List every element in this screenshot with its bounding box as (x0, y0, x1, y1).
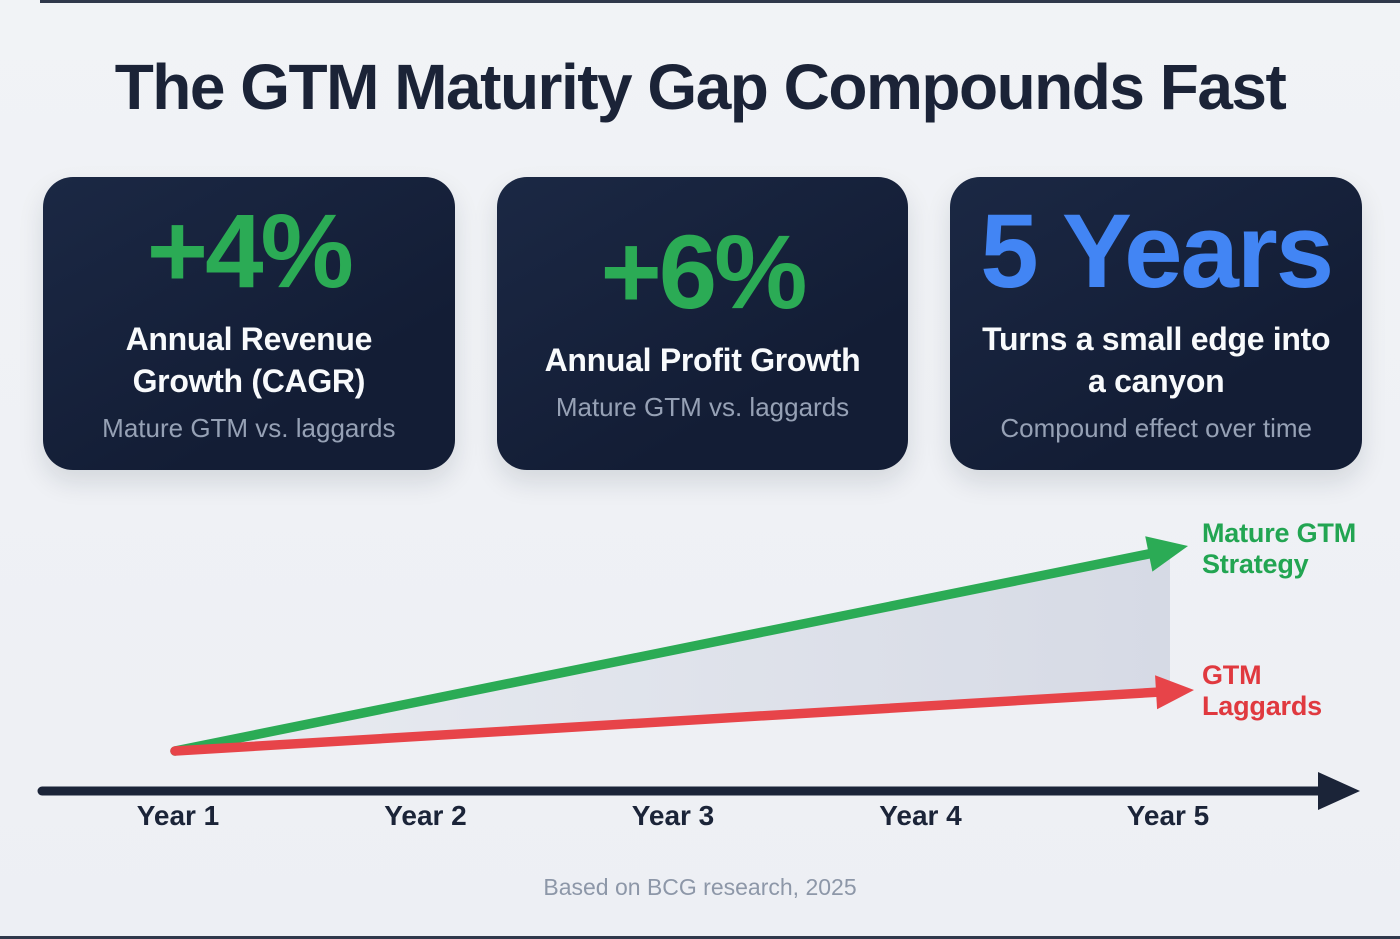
series-label-mature-gtm: Mature GTM Strategy (1202, 518, 1357, 580)
stat-cards-row: +4% Annual Revenue Growth (CAGR) Mature … (43, 177, 1363, 470)
stat-subtitle: Mature GTM vs. laggards (555, 392, 850, 423)
axis-tick-label: Year 3 (631, 800, 715, 831)
stat-subtitle: Compound effect over time (1000, 413, 1313, 444)
source-note: Based on BCG research, 2025 (543, 874, 857, 900)
stat-title: Annual Revenue Growth (CAGR) (125, 320, 373, 399)
page-title: The GTM Maturity Gap Compounds Fast (114, 51, 1287, 123)
x-axis-arrowhead (1318, 772, 1360, 810)
mature-gtm-line (170, 549, 1154, 756)
gtm-laggards-line (170, 687, 1161, 756)
top-edge-line (40, 0, 1400, 3)
stat-value: +6% (600, 213, 807, 331)
stat-subtitle: Mature GTM vs. laggards (102, 413, 396, 444)
axis-tick-label: Year 2 (384, 800, 467, 831)
bottom-edge-line (0, 936, 1400, 939)
stat-title: Annual Profit Growth (544, 341, 861, 378)
stat-value: +4% (146, 192, 354, 310)
stat-card-profit-growth: +6% Annual Profit Growth Mature GTM vs. … (496, 177, 909, 470)
series-label-gtm-laggards: GTM Laggards (1202, 660, 1322, 722)
stat-title: Turns a small edge into a canyon (982, 320, 1331, 399)
axis-tick-label: Year 5 (1126, 800, 1210, 831)
axis-tick-label: Year 1 (136, 800, 220, 831)
stat-value: 5 Years (980, 192, 1334, 310)
stat-card-five-years: 5 Years Turns a small edge into a canyon… (950, 177, 1363, 470)
axis-tick-label: Year 4 (879, 800, 962, 831)
mature-gtm-arrowhead (1145, 536, 1188, 572)
gtm-laggards-arrowhead (1155, 675, 1194, 710)
stat-card-revenue-growth: +4% Annual Revenue Growth (CAGR) Mature … (43, 177, 455, 470)
